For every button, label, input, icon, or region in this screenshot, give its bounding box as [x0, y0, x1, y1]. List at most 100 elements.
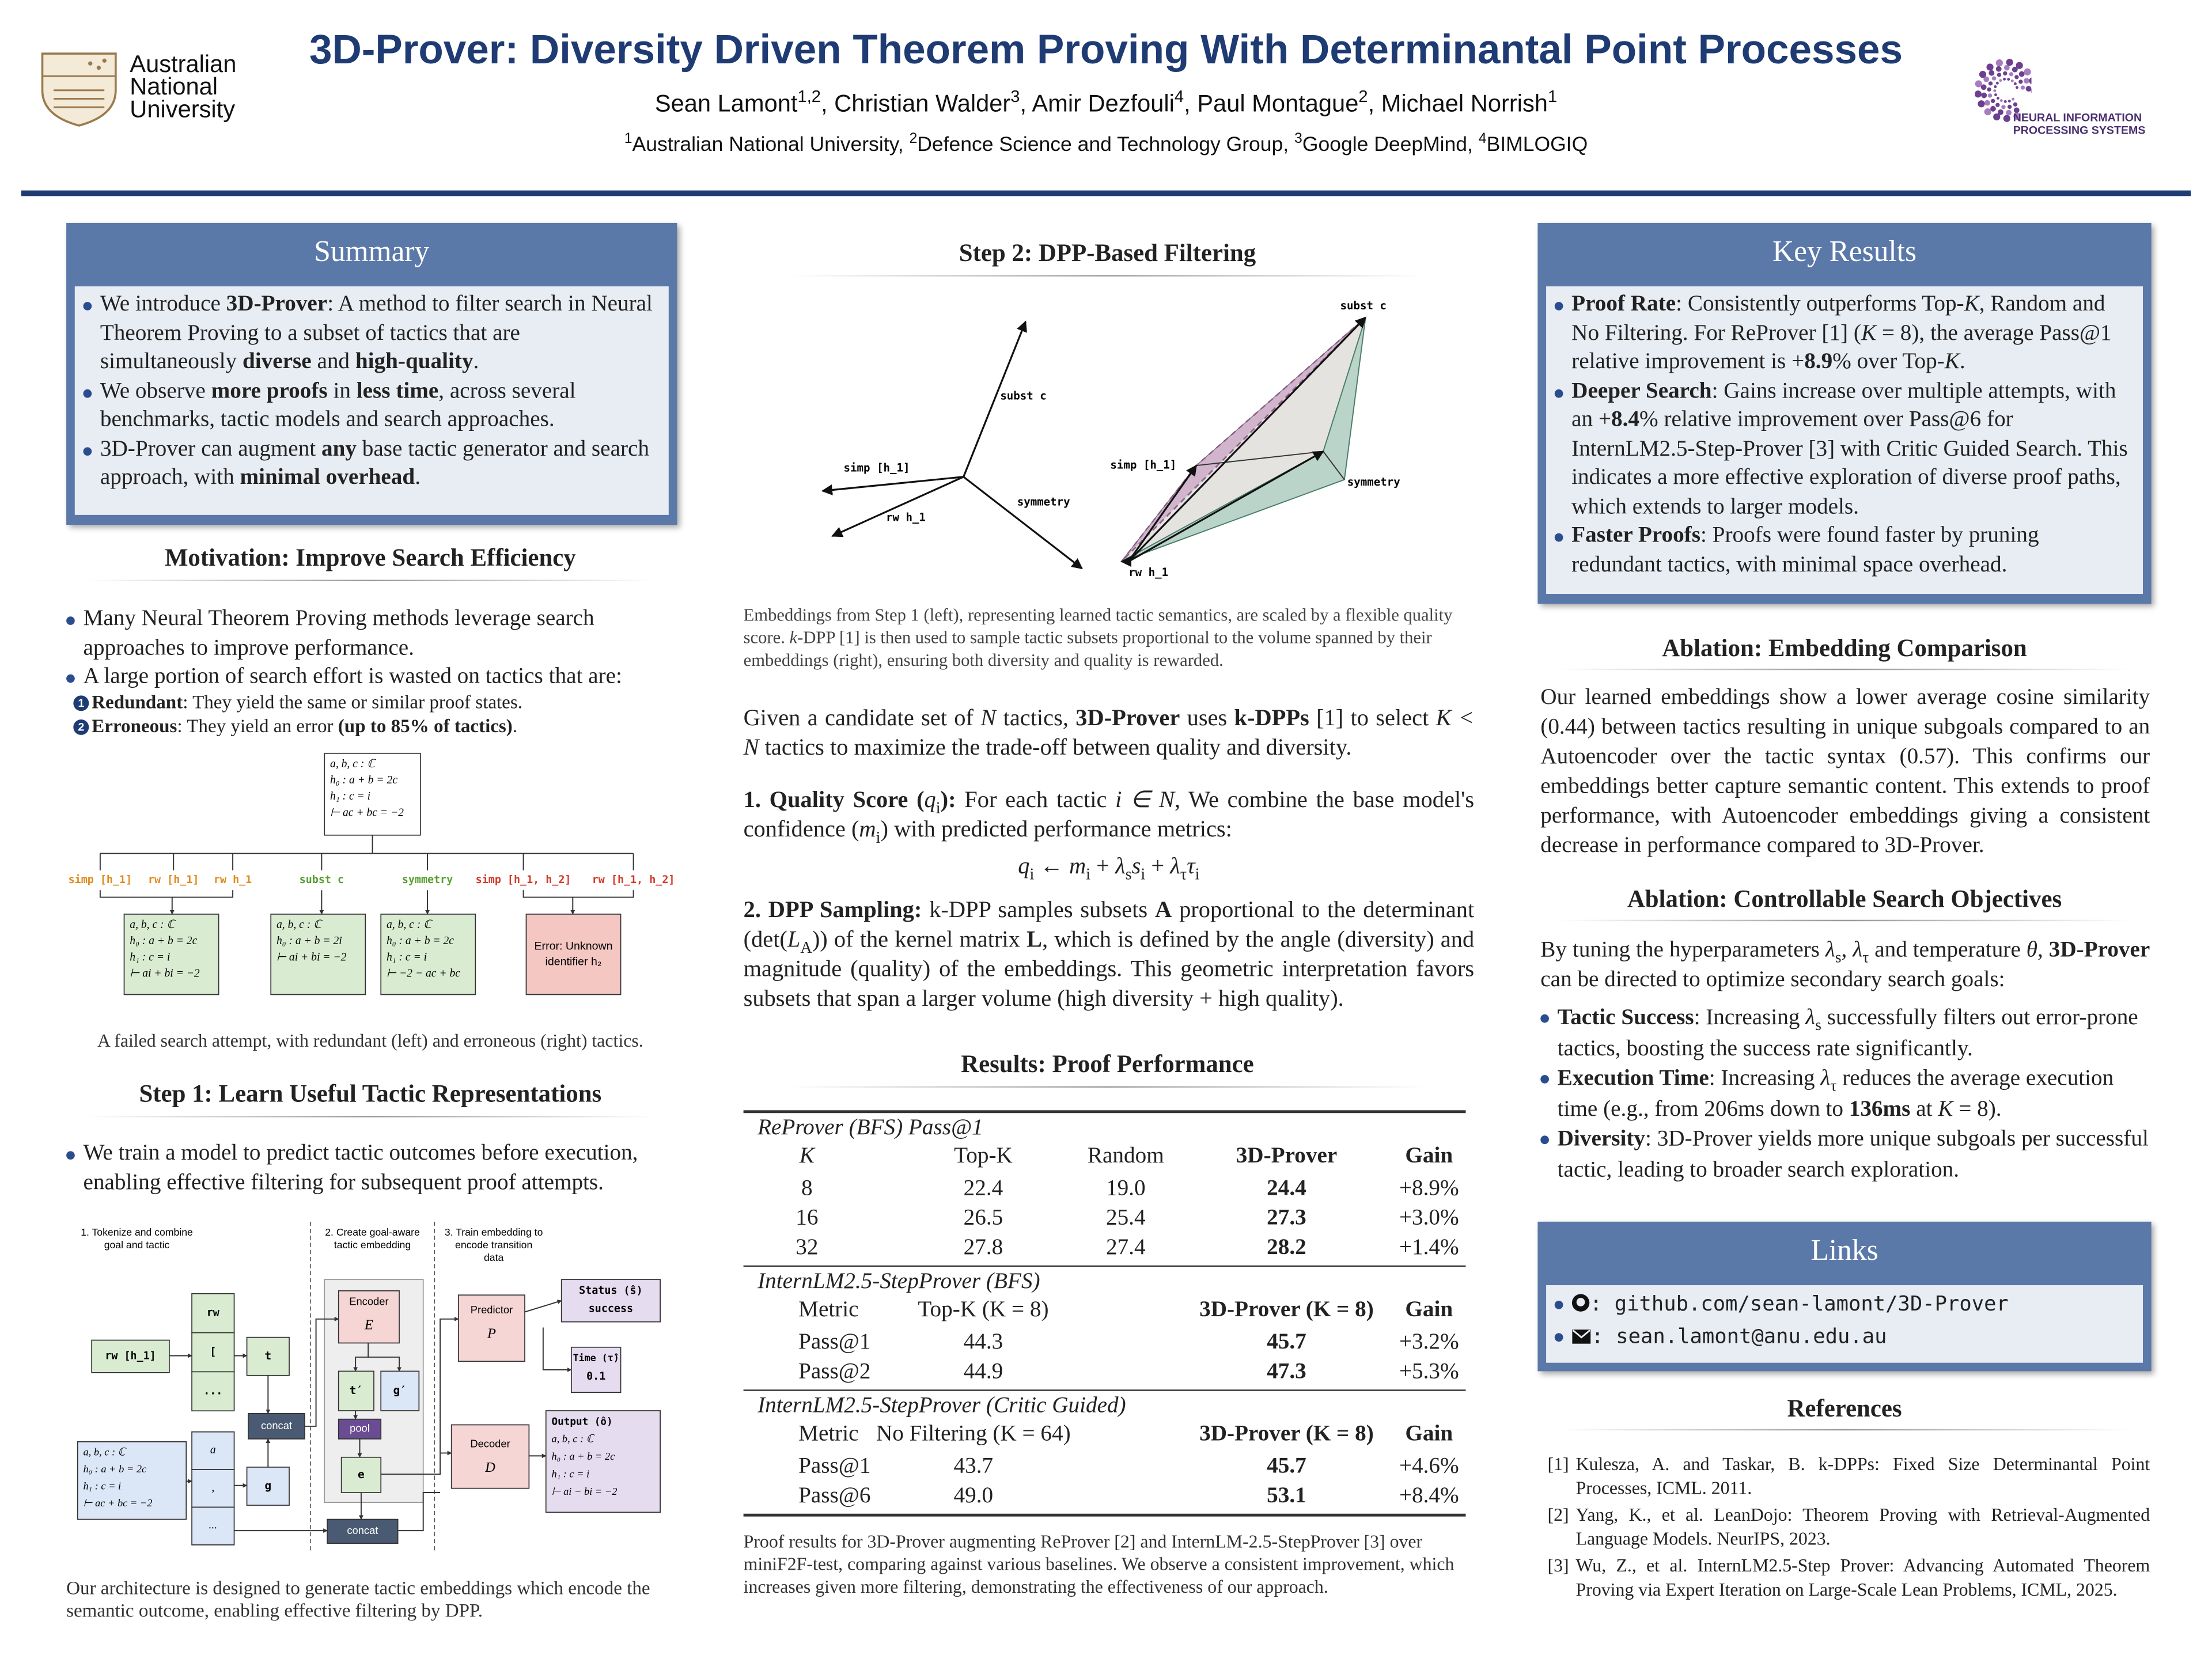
- table-cell: 3D-Prover: [1236, 1144, 1338, 1168]
- figure-label: pool: [350, 1422, 370, 1434]
- text-run: .: [1959, 350, 1965, 374]
- logo-dot: [1990, 105, 1996, 112]
- figure-label: rw h_1: [886, 510, 926, 524]
- section-heading: Motivation: Improve Search Efficiency: [164, 543, 576, 571]
- text-run: By tuning the hyperparameters: [1540, 938, 1825, 963]
- table-cell: 44.9: [963, 1359, 1003, 1384]
- logo-dot: [1988, 70, 1995, 76]
- superscript: 2: [1358, 86, 1368, 107]
- link-item: : sean.lamont@anu.edu.au: [1554, 1322, 2135, 1354]
- github-icon: [1571, 1294, 1590, 1312]
- figure-label: h₁ : c = i: [330, 790, 370, 802]
- table-cell: 32: [796, 1236, 819, 1260]
- embedding-vector: [1128, 316, 1366, 562]
- table-cell: +3.0%: [1399, 1206, 1459, 1230]
- bold-text: Redundant: [92, 691, 183, 713]
- figure-label: ...: [209, 1520, 217, 1532]
- figure-box: [270, 914, 366, 995]
- logo-dot: [2013, 107, 2020, 113]
- table-cell: Pass@1: [798, 1330, 871, 1355]
- figure-label: subst c: [300, 874, 344, 886]
- figure-label: h₀ : a + b = 2c: [552, 1450, 615, 1462]
- logo-dot: [1993, 113, 2001, 121]
- figure-box: [191, 1293, 235, 1334]
- list-item: Tactic Success: Increasing λs successful…: [1540, 1003, 2150, 1063]
- logo-dot: [1997, 73, 2002, 77]
- bold-text: minimal overhead: [240, 465, 415, 490]
- logo-dot: [1994, 93, 1997, 96]
- links-box: Links : github.com/sean-lamont/3D-Prover…: [1537, 1221, 2152, 1372]
- figure-label: h₀ : a + b = 2c: [83, 1463, 146, 1475]
- crest-star: [96, 65, 101, 70]
- logo-dot: [2016, 62, 2023, 69]
- figure-label: g: [264, 1479, 271, 1492]
- text-run: = 8), the average Pass@1 relative improv…: [1571, 321, 2112, 374]
- bold-text: diverse: [242, 350, 312, 374]
- math-text: L: [787, 925, 801, 953]
- logo-dot: [2001, 105, 2006, 109]
- text-run: in: [327, 378, 357, 403]
- logo-dot: [1975, 80, 1982, 88]
- figure-box: [545, 1410, 661, 1513]
- figure-label: 1. Tokenize and combine: [81, 1226, 193, 1238]
- link-text[interactable]: : sean.lamont@anu.edu.au: [1591, 1326, 1887, 1349]
- section-heading: Ablation: Embedding Comparison: [1662, 633, 2027, 662]
- text-run: reduces the average execution time (e.g.…: [1557, 1066, 2114, 1121]
- reference: [2] Yang, K., et al. LeanDojo: Theorem Pr…: [1548, 1504, 2150, 1551]
- figure-label: rw h_1: [1128, 566, 1168, 579]
- text-run: , Amir Dezfouli: [1020, 90, 1175, 118]
- text-run: , Christian Walder: [820, 90, 1011, 118]
- box-title: Summary: [314, 234, 430, 268]
- math-text: K: [1964, 291, 1979, 316]
- math-text: λ: [1825, 938, 1835, 963]
- subscript: i: [1195, 866, 1200, 884]
- logo-dot: [1999, 99, 2003, 103]
- subscript: s: [1125, 866, 1132, 884]
- figure-label: D: [484, 1460, 495, 1475]
- text-run: at: [1910, 1097, 1938, 1121]
- sub-item: 1 Redundant: They yield the same or simil…: [73, 690, 680, 714]
- table-group-name: InternLM2.5-StepProver (BFS): [757, 1270, 1040, 1294]
- figure-label: [: [210, 1346, 216, 1358]
- figure-label: Error: Unknown: [535, 940, 613, 952]
- logo-dot: [2007, 104, 2012, 109]
- text-run: .: [512, 715, 518, 737]
- figure-label: rw [h_1]: [105, 1350, 156, 1362]
- math-text: q: [924, 786, 936, 813]
- logo-dot: [1995, 59, 2003, 67]
- list-item: We introduce 3D-Prover: A method to filt…: [83, 290, 660, 377]
- text-run: -DPP [1] is then used to sample tactic s…: [743, 627, 1432, 671]
- logo-dot: [2012, 66, 2018, 73]
- figure-label: a, b, c : ℂ: [83, 1446, 126, 1458]
- figure-box: [340, 1456, 382, 1493]
- superscript: 1,2: [797, 86, 821, 107]
- list-item: A large portion of search effort is wast…: [66, 663, 673, 692]
- icon-shape: [1576, 1298, 1585, 1306]
- logo-dot: [2013, 112, 2021, 120]
- bold-text: Deeper Search: [1571, 378, 1712, 403]
- text-run: : Increasing: [1694, 1006, 1806, 1030]
- figure-box: [191, 1332, 235, 1373]
- link-text[interactable]: : github.com/sean-lamont/3D-Prover: [1589, 1293, 2009, 1316]
- text-run: +: [1145, 852, 1171, 879]
- table-cell: 16: [796, 1206, 819, 1230]
- summary-list: We introduce 3D-Prover: A method to filt…: [83, 290, 660, 493]
- superscript: 3: [1294, 131, 1302, 147]
- logo-dot: [1975, 90, 1982, 98]
- superscript: 1: [624, 131, 632, 147]
- figure-label: identifier h₂: [546, 955, 602, 968]
- table-cell: +8.4%: [1399, 1484, 1459, 1508]
- figure-label: concat: [261, 1419, 292, 1431]
- table-cell: 47.3: [1267, 1359, 1306, 1384]
- bold-text: Tactic Success: [1557, 1006, 1694, 1030]
- math-text: θ: [2026, 938, 2038, 963]
- neurips-mark: [1975, 59, 2032, 122]
- table-cell: Top-K (K = 8): [918, 1298, 1049, 1322]
- text-run: k-DPP samples subsets: [922, 896, 1156, 923]
- logo-dot: [1988, 81, 1993, 86]
- bold-text: 3D-Prover: [1075, 704, 1180, 731]
- text-run: Sean Lamont: [654, 90, 798, 118]
- bold-text: Proof Rate: [1571, 291, 1676, 316]
- text-run: and temperature: [1869, 938, 2027, 963]
